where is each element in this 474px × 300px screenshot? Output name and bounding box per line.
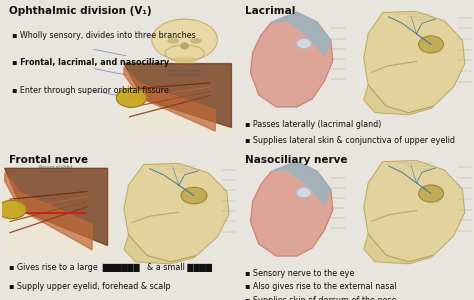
Text: Nerves of Orbit
Superior View: Nerves of Orbit Superior View bbox=[39, 165, 73, 174]
Text: Nerves of Orbit
Superior View: Nerves of Orbit Superior View bbox=[168, 69, 201, 77]
Polygon shape bbox=[251, 12, 333, 107]
Bar bbox=[5, 168, 108, 254]
Polygon shape bbox=[271, 12, 331, 56]
Polygon shape bbox=[5, 172, 92, 250]
Bar bbox=[175, 57, 194, 62]
Ellipse shape bbox=[168, 39, 178, 43]
Text: Lacrimal: Lacrimal bbox=[245, 6, 295, 16]
Text: ▪ Wholly sensory, divides into three branches: ▪ Wholly sensory, divides into three bra… bbox=[12, 31, 195, 40]
Text: ▪ Supply upper eyelid, forehead & scalp: ▪ Supply upper eyelid, forehead & scalp bbox=[9, 282, 171, 291]
Polygon shape bbox=[364, 160, 465, 262]
Circle shape bbox=[116, 88, 146, 107]
Ellipse shape bbox=[297, 188, 311, 198]
Polygon shape bbox=[124, 64, 231, 128]
Circle shape bbox=[152, 19, 218, 61]
Polygon shape bbox=[124, 235, 196, 264]
Polygon shape bbox=[364, 85, 433, 115]
Text: ▪ Enter through superior orbital fissure.: ▪ Enter through superior orbital fissure… bbox=[12, 86, 171, 95]
Ellipse shape bbox=[419, 185, 443, 202]
Ellipse shape bbox=[297, 38, 311, 49]
Ellipse shape bbox=[419, 36, 443, 53]
Polygon shape bbox=[5, 168, 108, 245]
Circle shape bbox=[0, 200, 26, 219]
Ellipse shape bbox=[165, 45, 204, 62]
Text: Frontal nerve: Frontal nerve bbox=[9, 155, 89, 165]
Text: ▪ Also gives rise to the external nasal: ▪ Also gives rise to the external nasal bbox=[245, 282, 397, 291]
Text: ▪ Supplies skin of dorsum of the nose: ▪ Supplies skin of dorsum of the nose bbox=[245, 296, 397, 300]
Bar bbox=[124, 64, 231, 135]
Text: Ophthalmic division (V₁): Ophthalmic division (V₁) bbox=[9, 6, 152, 16]
Polygon shape bbox=[251, 161, 333, 256]
Ellipse shape bbox=[191, 39, 201, 43]
Ellipse shape bbox=[181, 187, 207, 204]
Text: ▪ Frontal, lacrimal, and nasociliary: ▪ Frontal, lacrimal, and nasociliary bbox=[12, 58, 169, 68]
Text: Nasociliary nerve: Nasociliary nerve bbox=[245, 155, 347, 165]
Polygon shape bbox=[271, 161, 331, 205]
Ellipse shape bbox=[181, 43, 188, 49]
Text: ▪ Passes laterally (lacrimal gland): ▪ Passes laterally (lacrimal gland) bbox=[245, 120, 381, 129]
Polygon shape bbox=[124, 67, 215, 131]
Polygon shape bbox=[364, 234, 433, 264]
Text: ▪ Gives rise to a large  ██████   & a small ████: ▪ Gives rise to a large ██████ & a small… bbox=[9, 263, 212, 272]
Polygon shape bbox=[364, 11, 465, 113]
Text: ▪ Supplies lateral skin & conjunctiva of upper eyelid: ▪ Supplies lateral skin & conjunctiva of… bbox=[245, 136, 455, 145]
Polygon shape bbox=[124, 164, 229, 262]
Text: ▪ Sensory nerve to the eye: ▪ Sensory nerve to the eye bbox=[245, 269, 355, 278]
